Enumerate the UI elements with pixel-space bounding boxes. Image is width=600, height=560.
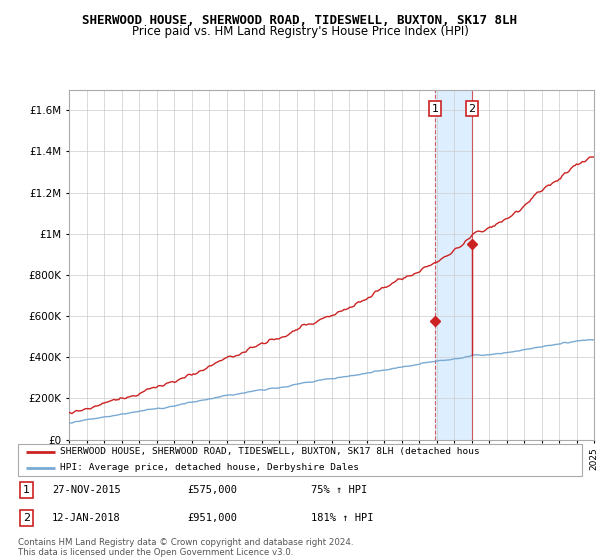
Text: 2: 2	[469, 104, 476, 114]
Text: Price paid vs. HM Land Registry's House Price Index (HPI): Price paid vs. HM Land Registry's House …	[131, 25, 469, 38]
Text: 181% ↑ HPI: 181% ↑ HPI	[311, 513, 374, 523]
Text: SHERWOOD HOUSE, SHERWOOD ROAD, TIDESWELL, BUXTON, SK17 8LH (detached hous: SHERWOOD HOUSE, SHERWOOD ROAD, TIDESWELL…	[60, 447, 480, 456]
Text: 27-NOV-2015: 27-NOV-2015	[52, 485, 121, 495]
Bar	[435, 90, 472, 440]
Text: 2: 2	[23, 513, 30, 523]
Text: SHERWOOD HOUSE, SHERWOOD ROAD, TIDESWELL, BUXTON, SK17 8LH: SHERWOOD HOUSE, SHERWOOD ROAD, TIDESWELL…	[83, 14, 517, 27]
Text: HPI: Average price, detached house, Derbyshire Dales: HPI: Average price, detached house, Derb…	[60, 463, 359, 473]
Text: Contains HM Land Registry data © Crown copyright and database right 2024.
This d: Contains HM Land Registry data © Crown c…	[18, 538, 353, 557]
Text: 1: 1	[431, 104, 439, 114]
Text: £951,000: £951,000	[187, 513, 237, 523]
Text: 12-JAN-2018: 12-JAN-2018	[52, 513, 121, 523]
Text: 75% ↑ HPI: 75% ↑ HPI	[311, 485, 368, 495]
Text: £575,000: £575,000	[187, 485, 237, 495]
Text: 1: 1	[23, 485, 30, 495]
